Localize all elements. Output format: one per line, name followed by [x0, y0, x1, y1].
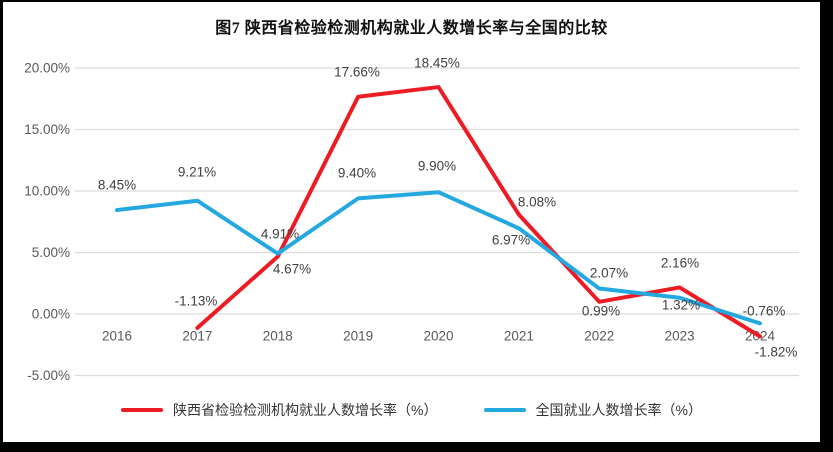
data-label: 0.99% — [582, 304, 620, 319]
x-tick-label: 2023 — [665, 329, 695, 344]
data-label: 18.45% — [414, 56, 460, 71]
x-tick-label: 2018 — [263, 329, 293, 344]
series-line-shaanxi — [195, 85, 762, 339]
legend-item-national: 全国就业人数增长率（%） — [483, 400, 702, 420]
data-label: 6.97% — [492, 233, 530, 248]
x-tick-label: 2020 — [423, 329, 453, 344]
data-label: 2.16% — [661, 256, 699, 271]
y-tick-label: 20.00% — [24, 61, 70, 76]
data-label: 8.45% — [98, 178, 136, 193]
data-label: 4.67% — [273, 262, 311, 277]
x-tick-label: 2022 — [584, 329, 614, 344]
chart-legend: 陕西省检验检测机构就业人数增长率（%） 全国就业人数增长率（%） — [3, 400, 820, 420]
data-label: -0.76% — [743, 304, 786, 319]
y-tick-label: -5.00% — [27, 368, 70, 383]
data-label: 1.32% — [662, 298, 700, 313]
legend-line-swatch — [483, 408, 526, 412]
legend-label: 陕西省检验检测机构就业人数增长率（%） — [173, 402, 438, 418]
data-label: 17.66% — [334, 65, 380, 80]
chart-frame: 图7 陕西省检验检测机构就业人数增长率与全国的比较 20.00% 15.00% 10… — [3, 2, 820, 442]
series-line-national — [115, 190, 762, 326]
data-label: 8.08% — [518, 195, 556, 210]
data-label: 4.91% — [261, 227, 299, 242]
data-label: -1.82% — [755, 345, 798, 360]
legend-line-swatch — [121, 408, 164, 412]
y-tick-label: 10.00% — [24, 184, 70, 199]
x-tick-label: 2017 — [182, 329, 212, 344]
legend-label: 全国就业人数增长率（%） — [535, 402, 702, 418]
y-tick-label: 5.00% — [32, 245, 70, 260]
data-label: -1.13% — [175, 294, 218, 309]
chart-plot: 20.00% 15.00% 10.00% 5.00% 0.00% -5.00% 2016 20… — [24, 56, 799, 383]
data-label: 9.90% — [418, 159, 456, 174]
chart-title: 图7 陕西省检验检测机构就业人数增长率与全国的比较 — [215, 20, 608, 37]
x-tick-label: 2019 — [343, 329, 373, 344]
data-label: 2.07% — [590, 266, 628, 281]
x-tick-label: 2021 — [504, 329, 534, 344]
data-label: 9.40% — [338, 166, 376, 181]
y-tick-label: 0.00% — [32, 307, 70, 322]
y-tick-label: 15.00% — [24, 122, 70, 137]
data-label: 9.21% — [178, 165, 216, 180]
x-tick-label: 2016 — [102, 329, 132, 344]
legend-item-shaanxi: 陕西省检验检测机构就业人数增长率（%） — [121, 400, 438, 420]
